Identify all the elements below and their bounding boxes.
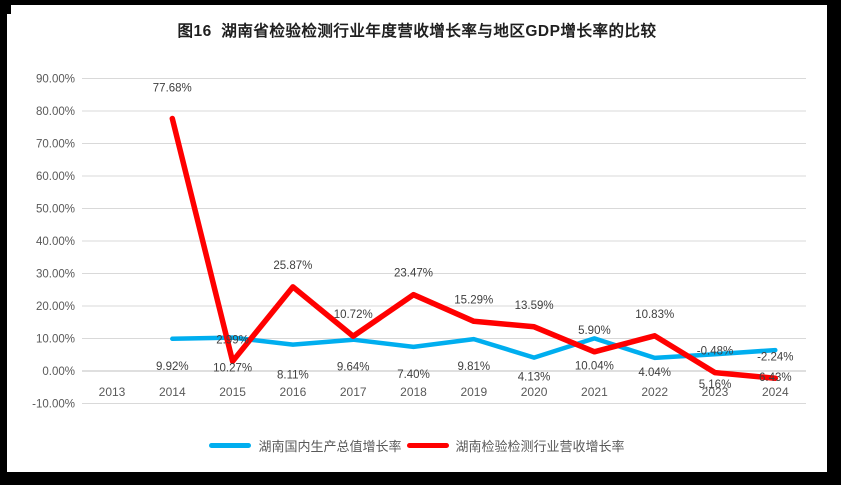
y-tick-label: 10.00% xyxy=(36,334,75,346)
revenue-data-label: 10.72% xyxy=(334,309,373,321)
x-tick-label: 2023 xyxy=(702,385,729,399)
gdp-data-label: 5.16% xyxy=(699,379,732,391)
revenue-data-label: 13.59% xyxy=(515,300,554,312)
gdp-data-label: 9.81% xyxy=(457,361,490,373)
x-tick-label: 2015 xyxy=(219,385,246,399)
revenue-data-label: 10.83% xyxy=(635,309,674,321)
gdp-data-label: 4.04% xyxy=(638,367,671,379)
y-tick-label: 50.00% xyxy=(36,204,75,216)
x-tick-label: 2016 xyxy=(280,385,307,399)
x-tick-label: 2020 xyxy=(521,385,548,399)
gdp-data-label: 8.11% xyxy=(277,370,309,382)
revenue-data-label: 77.68% xyxy=(153,83,192,95)
y-tick-label: 20.00% xyxy=(36,301,75,313)
x-tick-label: 2014 xyxy=(159,385,186,399)
gdp-growth-line xyxy=(170,335,778,361)
revenue-data-label: 2.99% xyxy=(216,334,249,346)
gdp-data-label: 9.92% xyxy=(156,361,189,373)
gdp-data-label: 10.27% xyxy=(213,363,252,375)
y-tick-label: 0.00% xyxy=(42,366,75,378)
line-chart: 90.00% 80.00% 70.00% 60.00% 50.00% 40.00% 30.0… xyxy=(32,74,806,411)
x-tick-label: 2021 xyxy=(581,385,608,399)
y-tick-label: 60.00% xyxy=(36,171,75,183)
gdp-data-label: 9.64% xyxy=(337,362,370,374)
legend-label-revenue-growth: 湖南检验检测行业营收增长率 xyxy=(455,438,625,454)
x-tick-label: 2018 xyxy=(400,385,427,399)
y-tick-label: 30.00% xyxy=(36,269,75,281)
x-tick-label: 2019 xyxy=(460,385,487,399)
revenue-line-swatch xyxy=(406,442,449,448)
chart-legend: 湖南国内生产总值增长率 湖南检验检测行业营收增长率 xyxy=(7,436,827,454)
y-tick-label: -10.00% xyxy=(32,399,75,411)
x-tick-label: 2024 xyxy=(762,385,789,399)
y-tick-label: 90.00% xyxy=(36,74,75,86)
x-tick-label: 2022 xyxy=(641,385,668,399)
gdp-data-label: 6.43% xyxy=(759,372,792,384)
revenue-growth-line xyxy=(169,115,779,382)
chart-page: 图16 湖南省检验检测行业年度营收增长率与地区GDP增长率的比较 90.00% 8… xyxy=(7,5,827,472)
legend-item-gdp-growth: 湖南国内生产总值增长率 xyxy=(209,436,402,455)
chart-title: 图16 湖南省检验检测行业年度营收增长率与地区GDP增长率的比较 xyxy=(177,23,657,40)
revenue-data-label: 5.90% xyxy=(578,325,611,337)
revenue-data-label: 23.47% xyxy=(394,268,433,280)
x-tick-label: 2017 xyxy=(340,385,367,399)
y-tick-label: 70.00% xyxy=(36,139,75,151)
legend-item-revenue-growth: 湖南检验检测行业营收增长率 xyxy=(406,436,625,455)
gdp-line-swatch xyxy=(209,442,252,448)
x-tick-label: 2013 xyxy=(99,385,126,399)
revenue-data-label: 15.29% xyxy=(454,294,493,306)
gdp-data-label: 4.13% xyxy=(518,372,551,384)
gdp-data-label: 10.04% xyxy=(575,360,614,372)
revenue-data-label: -2.24% xyxy=(757,351,793,363)
y-tick-label: 40.00% xyxy=(36,236,75,248)
gdp-data-label: 7.40% xyxy=(397,369,430,381)
screen-corner-black-notch xyxy=(0,0,11,14)
legend-label-gdp-growth: 湖南国内生产总值增长率 xyxy=(258,438,402,454)
revenue-data-label: -0.48% xyxy=(697,346,733,358)
revenue-data-label: 25.87% xyxy=(273,260,312,272)
y-tick-label: 80.00% xyxy=(36,106,75,118)
